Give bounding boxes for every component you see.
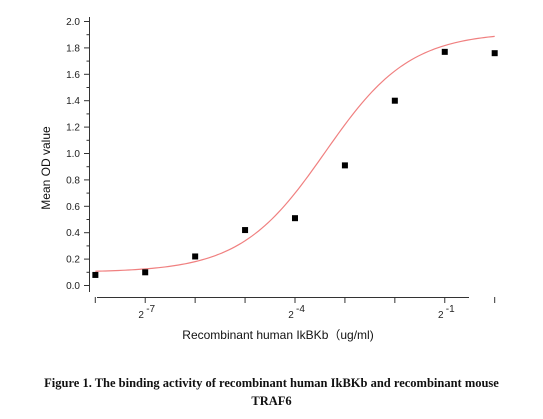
x-tick-label: 2 (288, 310, 294, 321)
data-point (142, 269, 149, 276)
data-points (92, 48, 498, 278)
y-tick-label: 0.4 (66, 228, 80, 239)
y-tick-label: 0.0 (66, 281, 80, 292)
y-tick-label: 1.4 (66, 96, 80, 107)
x-tick-exponent: -1 (446, 304, 455, 315)
y-tick-label: 1.8 (66, 43, 80, 54)
fit-curve (95, 35, 495, 272)
data-point (491, 50, 498, 57)
x-tick-exponent: -4 (296, 304, 305, 315)
y-tick-label: 1.6 (66, 70, 80, 81)
y-tick-label: 2.0 (66, 17, 80, 28)
data-point (441, 48, 448, 55)
y-tick-label: 1.0 (66, 149, 80, 160)
y-tick-label: 0.8 (66, 175, 80, 186)
data-point (192, 253, 199, 260)
figure-caption-line-1: Figure 1. The binding activity of recomb… (44, 376, 499, 390)
fit-curve-layer (95, 35, 495, 272)
axes: 0.00.20.40.60.81.01.21.41.61.82.02-72-42… (66, 17, 496, 321)
y-axis-label: Mean OD value (39, 126, 53, 210)
data-point (242, 227, 249, 234)
y-tick-label: 1.2 (66, 123, 80, 134)
x-tick-label: 2 (138, 310, 144, 321)
y-tick-label: 0.6 (66, 202, 80, 213)
x-tick-label: 2 (438, 310, 444, 321)
figure-caption-line-2: TRAF6 (251, 394, 292, 408)
data-point (341, 162, 348, 169)
x-axis-label: Recombinant human IkBKb（ug/ml) (182, 328, 373, 342)
data-point (391, 97, 398, 104)
y-tick-label: 0.2 (66, 255, 80, 266)
x-tick-exponent: -7 (146, 304, 155, 315)
data-point (291, 215, 298, 222)
data-point (92, 271, 99, 278)
